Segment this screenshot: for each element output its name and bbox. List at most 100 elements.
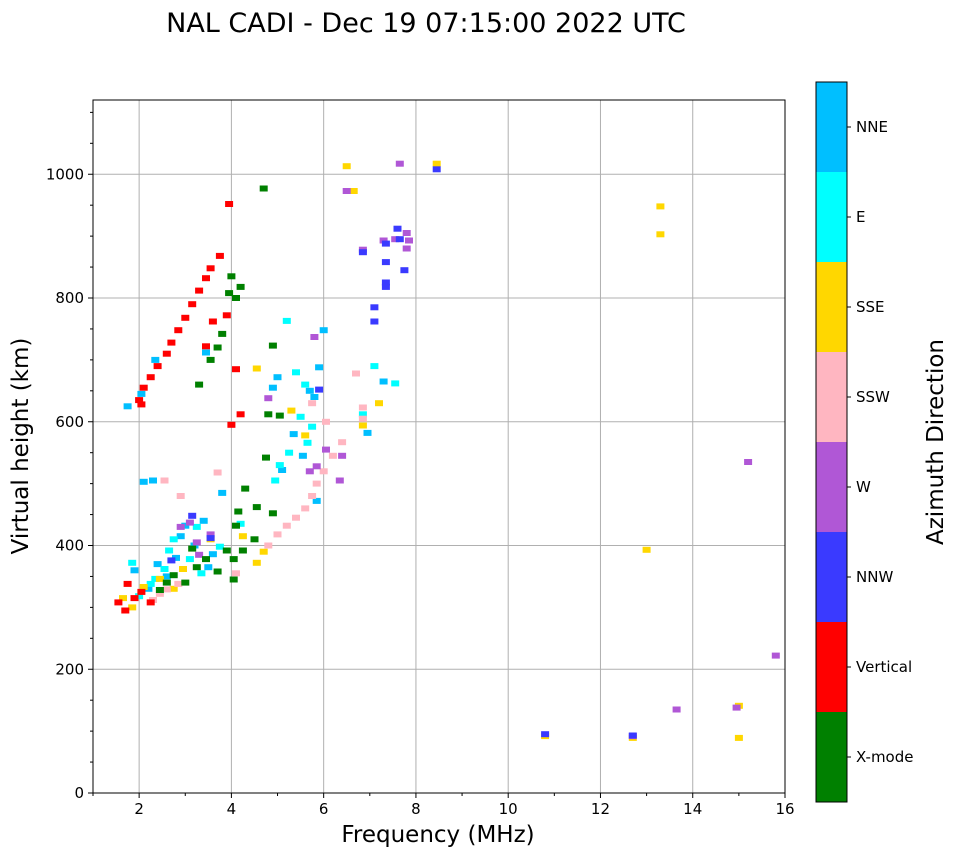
- echo-point-ssw: [282, 522, 291, 529]
- echo-point-ssw: [273, 531, 282, 538]
- echo-point-w: [744, 459, 753, 465]
- echo-point-w: [732, 704, 741, 711]
- echo-point-w: [672, 706, 681, 713]
- echo-point-vertical: [225, 201, 234, 207]
- x-axis-ticks: 2 4 6 8 10 12 14 16: [92, 793, 795, 818]
- echo-point-e: [275, 462, 284, 469]
- y-tick-label: 1000: [46, 165, 84, 183]
- colorbar-segment: [816, 712, 847, 802]
- echo-point-nne: [202, 349, 210, 356]
- echo-point-ssw: [232, 570, 240, 577]
- echo-point-vertical: [195, 287, 204, 294]
- x-tick-label: 8: [411, 800, 421, 818]
- y-axis-ticks: 0 200 400 600 800 1000: [46, 111, 93, 802]
- echo-point-nnw: [541, 731, 550, 738]
- colorbar-segment: [816, 622, 847, 712]
- echo-point-vertical: [139, 384, 148, 391]
- echo-point-w: [264, 395, 273, 402]
- echo-point-sse: [155, 575, 164, 582]
- echo-point-nnw: [432, 166, 441, 173]
- echo-point-nne: [363, 429, 372, 436]
- echo-point-sse: [642, 546, 651, 553]
- echo-point-x-mode: [222, 547, 231, 554]
- echo-point-vertical: [227, 421, 236, 428]
- echo-point-sse: [287, 407, 296, 414]
- echo-point-nne: [289, 431, 298, 438]
- echo-point-ssw: [176, 493, 185, 499]
- colorbar-category-label: Vertical: [856, 658, 912, 676]
- echo-point-ssw: [174, 580, 183, 587]
- echo-point-sse: [734, 734, 743, 741]
- echo-point-sse: [119, 595, 127, 602]
- echo-point-nne: [204, 564, 213, 571]
- echo-point-sse: [656, 203, 665, 210]
- colorbar-frame: [815, 81, 848, 803]
- echo-point-e: [169, 536, 178, 543]
- echo-point-ssw: [301, 505, 310, 512]
- echo-point-w: [176, 523, 185, 530]
- echo-point-nne: [153, 561, 162, 568]
- echo-point-x-mode: [155, 587, 164, 593]
- echo-point-nne: [298, 452, 307, 459]
- echo-point-x-mode: [213, 568, 222, 575]
- echo-point-nnw: [381, 259, 390, 266]
- echo-point-e: [370, 363, 379, 370]
- echo-point-e: [303, 439, 312, 446]
- echo-point-nnw: [370, 304, 379, 311]
- echo-point-sse: [179, 566, 187, 572]
- echo-point-vertical: [222, 312, 231, 319]
- x-axis-label: Frequency (MHz): [341, 822, 534, 848]
- echo-point-nne: [190, 542, 199, 549]
- echo-point-x-mode: [232, 295, 240, 301]
- echo-point-x-mode: [188, 545, 197, 552]
- echo-point-e: [308, 423, 317, 430]
- x-tick-label: 6: [319, 800, 329, 818]
- echo-point-nne: [208, 551, 217, 558]
- x-tick-label: 4: [227, 800, 237, 818]
- echo-point-vertical: [135, 397, 144, 404]
- echo-point-vertical: [206, 265, 215, 272]
- echo-point-vertical: [146, 599, 155, 606]
- echo-point-nne: [312, 497, 321, 504]
- echo-point-x-mode: [169, 572, 178, 579]
- echo-point-sse: [252, 559, 261, 566]
- echo-point-nnw: [167, 557, 176, 564]
- echo-point-nne: [268, 384, 277, 391]
- echo-point-sse: [656, 231, 665, 238]
- echo-point-nnw: [393, 225, 402, 232]
- echo-point-e: [285, 449, 294, 456]
- echo-point-nne: [162, 573, 171, 580]
- echo-point-ssw: [160, 477, 169, 484]
- echo-point-x-mode: [229, 576, 238, 583]
- echo-point-x-mode: [268, 510, 277, 517]
- echo-point-ssw: [328, 452, 337, 459]
- echo-point-x-mode: [238, 547, 247, 554]
- echo-point-vertical: [202, 275, 210, 282]
- echo-point-e: [151, 575, 160, 582]
- echo-point-w: [402, 245, 411, 252]
- echo-point-vertical: [167, 339, 176, 346]
- echo-point-vertical: [137, 401, 146, 408]
- echo-point-x-mode: [213, 344, 222, 351]
- echo-point-nne: [278, 467, 287, 473]
- echo-point-vertical: [114, 599, 123, 606]
- echo-point-ssw: [338, 439, 347, 446]
- echo-point-vertical: [153, 363, 162, 370]
- echo-point-ssw: [358, 415, 367, 422]
- echo-point-e: [135, 593, 144, 600]
- echo-point-nnw: [370, 318, 379, 325]
- colorbar-segment: [816, 172, 847, 262]
- echo-point-w: [322, 446, 330, 453]
- y-tick-label: 200: [55, 660, 84, 678]
- echo-point-x-mode: [206, 356, 215, 363]
- echo-point-nne: [123, 403, 132, 410]
- echo-point-x-mode: [259, 185, 268, 192]
- echo-point-w: [185, 519, 194, 526]
- colorbar-category-label: X-mode: [856, 748, 913, 766]
- echo-point-nnw: [315, 386, 324, 393]
- colorbar-label: Azimuth Direction: [923, 339, 949, 545]
- echo-point-e: [160, 566, 169, 572]
- echo-point-w: [405, 237, 413, 244]
- echo-point-w: [335, 477, 344, 484]
